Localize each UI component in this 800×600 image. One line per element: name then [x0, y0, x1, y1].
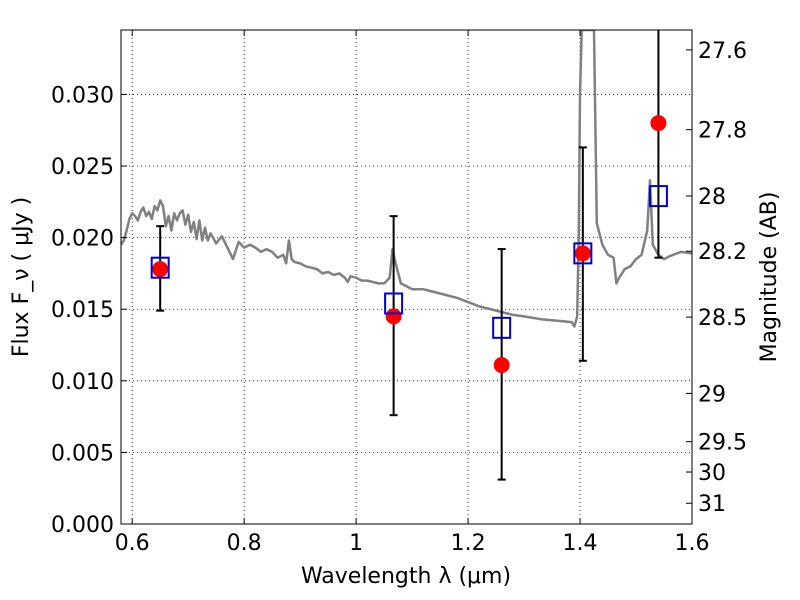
right-tick-label: 30 [698, 461, 726, 486]
observed-point [385, 308, 402, 325]
observed-point [650, 115, 667, 132]
observed-point [574, 245, 591, 262]
plot-area [121, 30, 692, 524]
x-tick-label: 0.6 [115, 531, 150, 556]
observed-point [152, 261, 169, 278]
plot-content [121, 30, 692, 328]
model-photometry-square [150, 256, 170, 279]
model-photometry-square [384, 292, 404, 315]
y-tick-label: 0.015 [51, 298, 114, 323]
model-photometry-square [573, 242, 593, 265]
x-tick-label: 0.8 [227, 531, 262, 556]
right-tick-label: 28.2 [698, 240, 747, 265]
y-tick-label: 0.005 [51, 441, 114, 466]
model-photometry-square [648, 185, 668, 208]
right-tick-label: 29 [698, 382, 726, 407]
model-spectrum-line [121, 30, 692, 328]
y-tick-label: 0.030 [51, 83, 114, 108]
y-axis-label: Flux F_ν ( μJy ) [9, 197, 34, 357]
x-tick-label: 1.4 [563, 531, 598, 556]
right-axis-label: Magnitude (AB) [757, 192, 782, 363]
y-tick-label: 0.020 [51, 227, 114, 252]
right-tick-label: 31 [698, 492, 726, 517]
observed-point [493, 357, 510, 374]
right-tick-label: 27.8 [698, 119, 747, 144]
x-tick-label: 1.2 [451, 531, 486, 556]
y-tick-label: 0.010 [51, 370, 114, 395]
axes: 0.6 0.8 1 1.2 1.4 1.6 0.000 0.005 0.010 0.015 0.02… [51, 30, 747, 556]
right-tick-label: 28.5 [698, 306, 747, 331]
right-tick-label: 29.5 [698, 431, 747, 456]
y-tick-label: 0.025 [51, 155, 114, 180]
model-photometry-square [492, 316, 512, 339]
x-tick-label: 1 [349, 531, 363, 556]
right-tick-label: 28 [698, 185, 726, 210]
x-tick-label: 1.6 [675, 531, 710, 556]
plot-frame [120, 29, 693, 525]
x-axis-label: Wavelength λ (μm) [301, 564, 511, 589]
y-tick-label: 0.000 [51, 513, 114, 538]
error-bars [150, 30, 668, 481]
right-tick-label: 27.6 [698, 39, 747, 64]
